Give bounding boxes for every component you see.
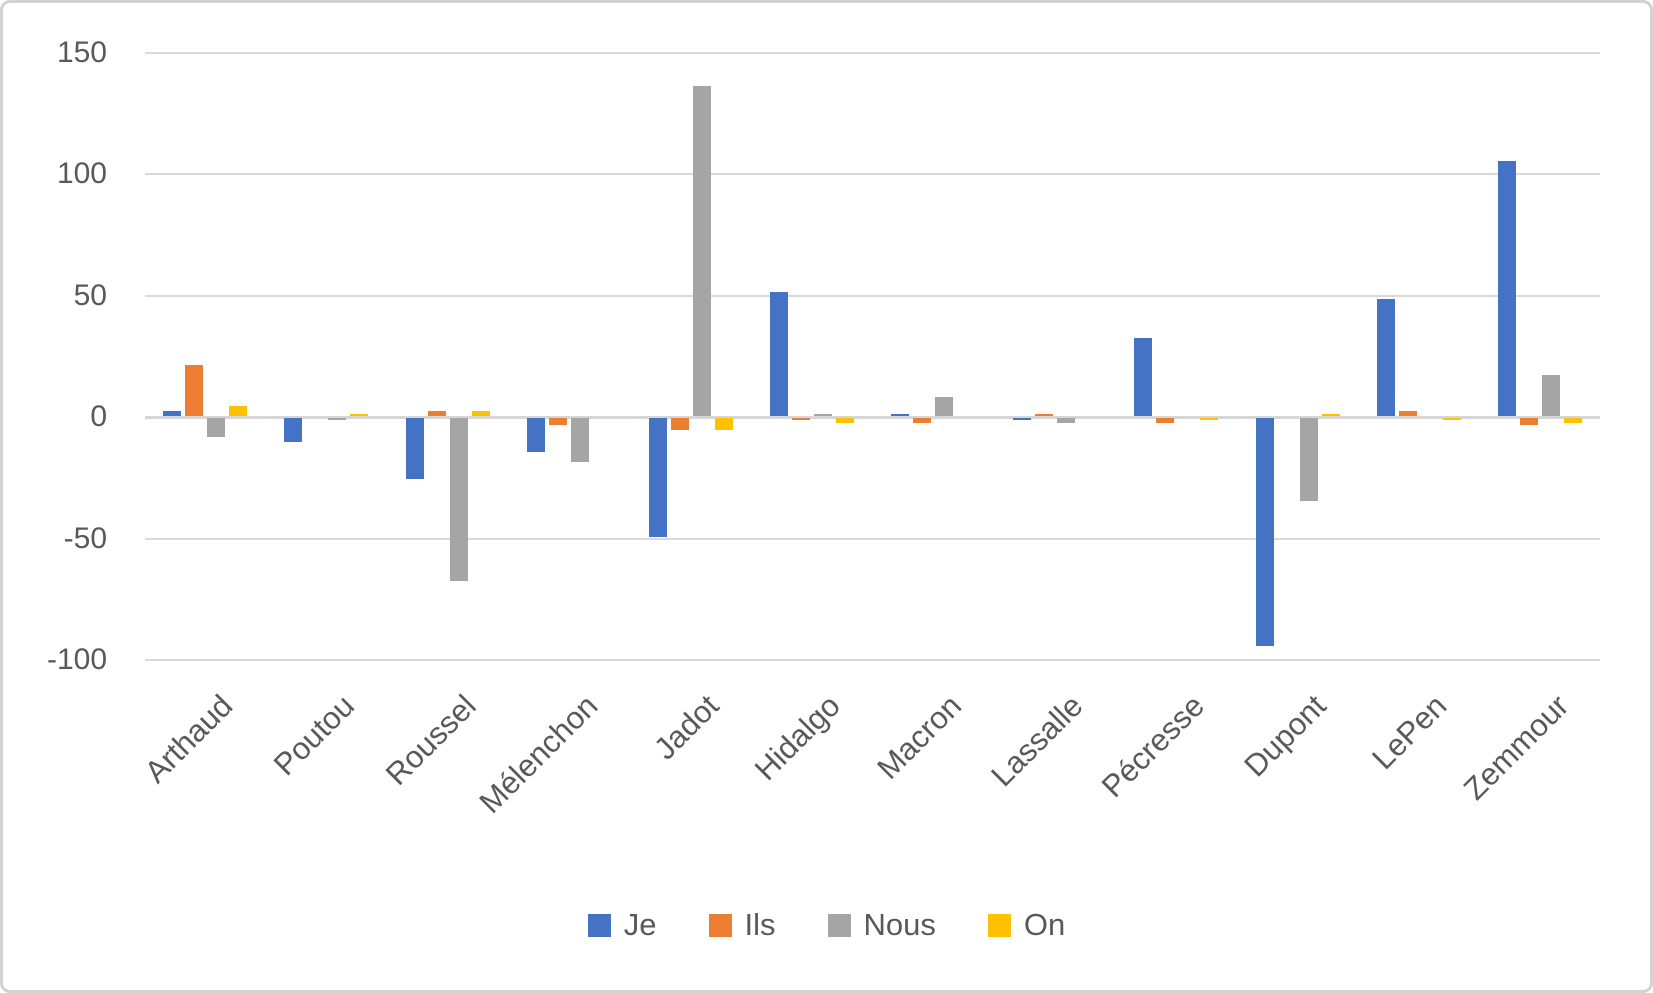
bar-je-arthaud xyxy=(163,411,181,416)
x-axis-label-poutou: Poutou xyxy=(266,688,362,783)
bar-on-lepen xyxy=(1443,418,1461,421)
bar-je-macron xyxy=(891,413,910,416)
bar-je-poutou xyxy=(284,418,303,443)
bar-ils-macron xyxy=(913,418,932,423)
x-axis-label-jadot: Jadot xyxy=(646,688,726,767)
bar-je-lassalle xyxy=(1012,418,1031,421)
gridline xyxy=(145,537,1600,540)
y-axis-tick-label: 150 xyxy=(56,35,107,69)
x-axis-label-macron: Macron xyxy=(870,688,969,786)
y-axis-tick-label: 50 xyxy=(73,278,107,312)
legend-swatch-on xyxy=(987,913,1011,937)
legend-label: On xyxy=(1023,907,1066,942)
bar-on-poutou xyxy=(350,413,369,416)
x-axis-label-pecresse: Pécresse xyxy=(1094,688,1211,805)
legend-label: Nous xyxy=(863,907,936,942)
x-axis-label-roussel: Roussel xyxy=(378,688,483,792)
bar-on-roussel xyxy=(471,411,490,416)
bar-ils-lassalle xyxy=(1034,413,1053,416)
legend-label: Ils xyxy=(744,907,776,942)
bar-je-roussel xyxy=(405,418,424,479)
y-axis-tick-label: -50 xyxy=(63,521,107,555)
gridline xyxy=(145,659,1600,661)
bar-nous-roussel xyxy=(449,418,468,581)
bar-on-dupont xyxy=(1321,413,1340,416)
bar-nous-zemmour xyxy=(1542,374,1561,416)
legend-item-on: On xyxy=(987,907,1066,942)
bar-on-hidalgo xyxy=(836,418,854,423)
bar-nous-melenchon xyxy=(571,418,590,462)
bar-ils-roussel xyxy=(427,411,446,416)
x-axis-label-melenchon: Mélenchon xyxy=(471,688,604,820)
bar-je-dupont xyxy=(1255,418,1274,647)
y-axis-tick-label: -100 xyxy=(46,643,107,676)
chart-legend: Je Ils Nous On xyxy=(0,908,1653,942)
bar-nous-dupont xyxy=(1299,418,1318,501)
x-axis-label-hidalgo: Hidalgo xyxy=(747,688,847,788)
legend-item-je: Je xyxy=(587,907,657,942)
legend-item-nous: Nous xyxy=(827,907,936,942)
bar-nous-lassalle xyxy=(1056,418,1075,423)
x-axis-label-zemmour: Zemmour xyxy=(1456,688,1576,807)
bar-ils-lepen xyxy=(1399,411,1417,416)
bar-je-lepen xyxy=(1377,299,1395,416)
gridline xyxy=(145,294,1600,297)
legend-swatch-je xyxy=(587,913,611,937)
zero-axis-line xyxy=(145,415,1600,419)
bar-on-jadot xyxy=(714,418,733,431)
bar-on-zemmour xyxy=(1564,418,1583,423)
bar-ils-hidalgo xyxy=(792,418,810,421)
y-axis-tick-label: 100 xyxy=(56,157,107,190)
bar-ils-jadot xyxy=(670,418,689,431)
bar-je-jadot xyxy=(648,418,667,538)
bar-je-hidalgo xyxy=(770,292,788,416)
bar-on-arthaud xyxy=(229,406,247,416)
gridline xyxy=(145,51,1600,54)
legend-swatch-nous xyxy=(827,913,851,937)
bar-nous-poutou xyxy=(328,418,347,421)
bar-nous-hidalgo xyxy=(814,413,832,416)
legend-swatch-ils xyxy=(708,913,732,937)
y-axis-tick-label: 0 xyxy=(90,400,107,433)
bar-je-pecresse xyxy=(1134,338,1153,416)
x-axis-label-lassalle: Lassalle xyxy=(984,688,1090,794)
bar-ils-melenchon xyxy=(549,418,568,426)
x-axis-label-arthaud: Arthaud xyxy=(138,688,240,790)
bar-nous-arthaud xyxy=(207,418,225,438)
bar-je-zemmour xyxy=(1498,160,1517,416)
legend-item-ils: Ils xyxy=(708,907,776,942)
bar-nous-jadot xyxy=(692,85,711,416)
bar-ils-zemmour xyxy=(1520,418,1539,426)
bar-on-pecresse xyxy=(1200,418,1219,421)
bar-je-melenchon xyxy=(527,418,546,453)
legend-label: Je xyxy=(623,907,657,942)
gridline xyxy=(145,173,1600,175)
bar-ils-pecresse xyxy=(1156,418,1175,423)
x-axis-label-dupont: Dupont xyxy=(1236,688,1333,784)
bar-nous-macron xyxy=(935,396,954,416)
x-axis-label-lepen: LePen xyxy=(1365,688,1454,777)
bar-ils-arthaud xyxy=(185,364,203,416)
